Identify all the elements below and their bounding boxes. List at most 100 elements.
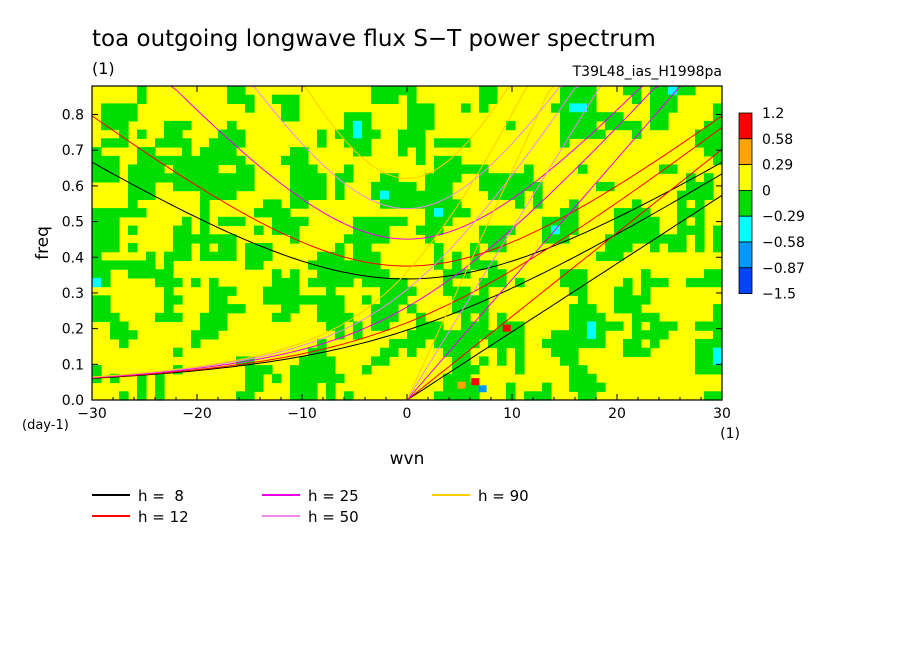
heatmap-cell <box>677 234 687 244</box>
heatmap-cell <box>209 277 219 288</box>
heatmap-cell <box>407 112 417 122</box>
heatmap-cell <box>695 216 705 227</box>
colorbar-label: −0.87 <box>762 261 805 277</box>
heatmap-cell <box>614 251 624 261</box>
heatmap-cell <box>560 277 570 288</box>
heatmap-cell <box>272 295 282 305</box>
heatmap-cell <box>182 173 192 183</box>
heatmap-cell <box>218 295 228 305</box>
heatmap-cell <box>650 103 660 113</box>
heatmap-cell <box>641 208 651 218</box>
heatmap-cell <box>695 138 705 148</box>
dispersion-curve-h12 <box>406 148 723 401</box>
heatmap-cell <box>632 330 642 340</box>
heatmap-cell <box>227 286 237 296</box>
heatmap-cell <box>686 181 696 192</box>
heatmap-cell <box>380 94 390 104</box>
heatmap-cell <box>686 277 696 288</box>
heatmap-cell <box>407 286 417 296</box>
heatmap-cell <box>416 112 426 122</box>
heatmap-cell <box>245 181 255 192</box>
heatmap-cell <box>353 260 363 270</box>
legend-label: h = 90 <box>478 487 529 505</box>
heatmap-cell <box>272 199 282 209</box>
heatmap-cell <box>380 181 390 192</box>
heatmap-cell <box>659 112 669 122</box>
heatmap-cell <box>704 347 714 357</box>
heatmap-cell <box>110 312 120 323</box>
heatmap-cell <box>200 147 210 157</box>
heatmap-cell <box>452 199 462 209</box>
heatmap-cell <box>614 243 624 253</box>
heatmap-cell <box>479 304 489 314</box>
heatmap-cell <box>218 173 228 183</box>
heatmap-cell <box>227 181 237 192</box>
heatmap-cell <box>470 330 480 340</box>
heatmap-cell <box>110 138 120 148</box>
heatmap-cell <box>560 330 570 340</box>
colorbar-swatch <box>738 241 753 269</box>
heatmap-cell <box>326 260 336 270</box>
heatmap-cell <box>470 382 480 392</box>
heatmap-cell <box>515 173 525 183</box>
heatmap-cell <box>461 295 471 305</box>
heatmap-cell <box>461 164 471 174</box>
heatmap-cell <box>695 338 705 349</box>
heatmap-cell <box>92 365 102 375</box>
heatmap-cell <box>551 347 561 357</box>
heatmap-cell <box>227 147 237 157</box>
heatmap-cell <box>569 330 579 340</box>
heatmap-cell <box>173 164 183 174</box>
heatmap-cell <box>569 373 579 384</box>
heatmap-cell <box>317 304 327 314</box>
heatmap-cell <box>596 181 606 192</box>
heatmap-cell <box>614 286 624 296</box>
heatmap-cell <box>281 112 291 122</box>
legend-label: h = 8 <box>138 487 184 505</box>
heatmap-cell <box>461 138 471 148</box>
heatmap-cell <box>569 356 579 366</box>
heatmap-cell <box>299 173 309 183</box>
heatmap-cell <box>632 199 642 209</box>
heatmap-cell <box>200 199 210 209</box>
heatmap-cell <box>380 216 390 227</box>
heatmap-cell <box>407 120 417 131</box>
heatmap-cell <box>146 181 156 192</box>
heatmap-cell <box>479 330 489 340</box>
heatmap-cell <box>101 216 111 227</box>
dispersion-curve-h25 <box>406 85 686 401</box>
heatmap-cell <box>650 216 660 227</box>
heatmap-cell <box>587 373 597 384</box>
y-tick-label: 0.6 <box>62 179 84 195</box>
heatmap-cell <box>515 365 525 375</box>
heatmap-cell <box>488 330 498 340</box>
heatmap-cell <box>578 129 588 139</box>
heatmap-cell <box>380 190 390 200</box>
heatmap-cell <box>281 103 291 113</box>
heatmap-cell <box>425 120 435 131</box>
heatmap-cell <box>443 190 453 200</box>
heatmap-cell <box>443 391 453 401</box>
heatmap-cell <box>326 365 336 375</box>
heatmap-cell <box>227 155 237 166</box>
heatmap-cell <box>632 338 642 349</box>
heatmap-cell <box>632 321 642 331</box>
heatmap-cell <box>569 347 579 357</box>
heatmap-cell <box>641 295 651 305</box>
heatmap-cell <box>155 277 165 288</box>
heatmap-cell <box>632 208 642 218</box>
heatmap-cell <box>443 208 453 218</box>
heatmap-cell <box>227 251 237 261</box>
heatmap-cell <box>713 347 723 357</box>
colorbar-label: 0.58 <box>762 132 793 148</box>
heatmap-cell <box>317 356 327 366</box>
heatmap-cell <box>245 251 255 261</box>
heatmap-cell <box>497 234 507 244</box>
heatmap-cell <box>128 181 138 192</box>
heatmap-cell <box>353 225 363 235</box>
heatmap-cell <box>371 260 381 270</box>
heatmap-cell <box>425 208 435 218</box>
heatmap-cell <box>605 243 615 253</box>
heatmap-cell <box>371 216 381 227</box>
